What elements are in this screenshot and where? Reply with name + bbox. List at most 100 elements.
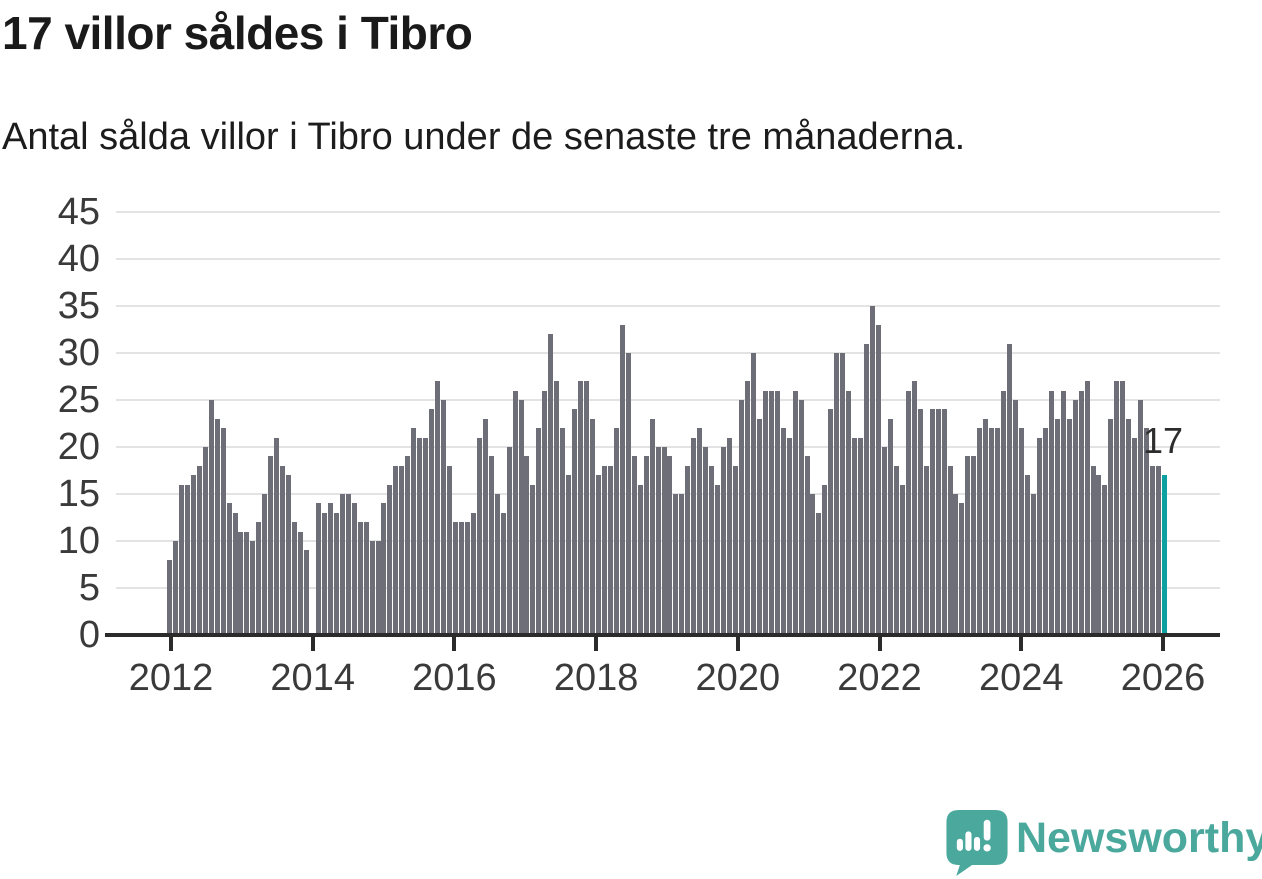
bar bbox=[989, 428, 995, 635]
bar bbox=[566, 475, 572, 635]
bar bbox=[953, 494, 959, 635]
bar bbox=[435, 381, 441, 635]
bar bbox=[590, 418, 596, 635]
bar bbox=[840, 353, 846, 635]
bar bbox=[995, 428, 1001, 635]
bar bbox=[721, 447, 727, 635]
bar bbox=[405, 456, 411, 635]
bar bbox=[595, 475, 601, 635]
bar bbox=[971, 456, 977, 635]
bar bbox=[864, 343, 870, 635]
bar bbox=[983, 418, 989, 635]
bar bbox=[905, 390, 911, 635]
bar bbox=[1060, 390, 1066, 635]
bar bbox=[738, 400, 744, 635]
x-tick-label: 2026 bbox=[1120, 657, 1206, 699]
bar bbox=[256, 522, 262, 635]
y-tick-label: 45 bbox=[57, 191, 100, 233]
bar bbox=[601, 465, 607, 635]
bar bbox=[476, 437, 482, 635]
bar bbox=[1102, 484, 1108, 635]
y-tick-label: 35 bbox=[57, 285, 100, 327]
gridline bbox=[116, 399, 1220, 401]
bar bbox=[911, 381, 917, 635]
bar bbox=[756, 418, 762, 635]
bar bbox=[351, 503, 357, 635]
bar bbox=[470, 512, 476, 635]
bar bbox=[417, 437, 423, 635]
bar bbox=[965, 456, 971, 635]
bar bbox=[810, 494, 816, 635]
x-tick-label: 2016 bbox=[412, 657, 497, 699]
x-axis-tick bbox=[169, 637, 173, 651]
bar bbox=[506, 447, 512, 635]
y-tick-label: 10 bbox=[57, 520, 100, 562]
bar bbox=[1007, 343, 1013, 635]
bar bbox=[1030, 494, 1036, 635]
bar bbox=[1001, 390, 1007, 635]
bar bbox=[828, 409, 834, 635]
highlighted-bar bbox=[1162, 475, 1167, 635]
bar bbox=[429, 409, 435, 635]
x-tick-label: 2014 bbox=[270, 657, 355, 699]
bar bbox=[447, 465, 453, 635]
gridline bbox=[116, 352, 1220, 354]
y-tick-label: 5 bbox=[78, 567, 100, 609]
bar bbox=[482, 418, 488, 635]
x-tick-label: 2012 bbox=[128, 657, 214, 699]
bar bbox=[870, 306, 876, 635]
bar bbox=[172, 541, 178, 635]
bar bbox=[393, 465, 399, 635]
x-axis-tick bbox=[735, 637, 740, 651]
bar bbox=[578, 381, 584, 635]
bar bbox=[530, 484, 536, 635]
bar bbox=[214, 418, 220, 635]
bar bbox=[1090, 465, 1096, 635]
bar bbox=[709, 465, 715, 635]
bar bbox=[441, 400, 447, 635]
bar bbox=[655, 447, 661, 635]
bar bbox=[184, 484, 190, 635]
bar bbox=[280, 465, 286, 635]
bar bbox=[1078, 390, 1084, 635]
y-tick-label: 0 bbox=[78, 614, 100, 656]
bar bbox=[691, 437, 697, 635]
bar bbox=[631, 456, 637, 635]
bar bbox=[268, 456, 274, 635]
page-title: 17 villor såldes i Tibro bbox=[2, 7, 473, 59]
bar bbox=[524, 456, 530, 635]
gridline bbox=[116, 211, 1220, 213]
bar bbox=[1084, 381, 1090, 635]
bar bbox=[220, 428, 226, 635]
bar bbox=[762, 390, 768, 635]
bar bbox=[452, 522, 458, 635]
bar bbox=[768, 390, 774, 635]
x-axis-tick bbox=[452, 637, 457, 651]
x-tick-label: 2022 bbox=[837, 657, 922, 699]
gridline bbox=[116, 305, 1220, 307]
bar bbox=[190, 475, 196, 635]
bar bbox=[1042, 428, 1048, 635]
bar bbox=[727, 437, 733, 635]
bar bbox=[1114, 381, 1120, 635]
bar bbox=[1072, 400, 1078, 635]
bar bbox=[333, 512, 339, 635]
bar bbox=[202, 447, 208, 635]
bar bbox=[780, 428, 786, 635]
bar bbox=[387, 484, 393, 635]
bar bbox=[458, 522, 464, 635]
bar bbox=[1120, 381, 1126, 635]
x-axis-line bbox=[105, 633, 1220, 637]
gridline bbox=[116, 446, 1220, 448]
bar bbox=[733, 465, 739, 635]
y-tick-label: 30 bbox=[57, 332, 100, 374]
bar bbox=[685, 465, 691, 635]
y-tick-label: 15 bbox=[57, 473, 100, 515]
bar bbox=[607, 465, 613, 635]
x-axis-tick bbox=[310, 637, 315, 651]
bar bbox=[542, 390, 548, 635]
bar bbox=[339, 494, 345, 635]
bar bbox=[244, 531, 250, 635]
bar bbox=[852, 437, 858, 635]
